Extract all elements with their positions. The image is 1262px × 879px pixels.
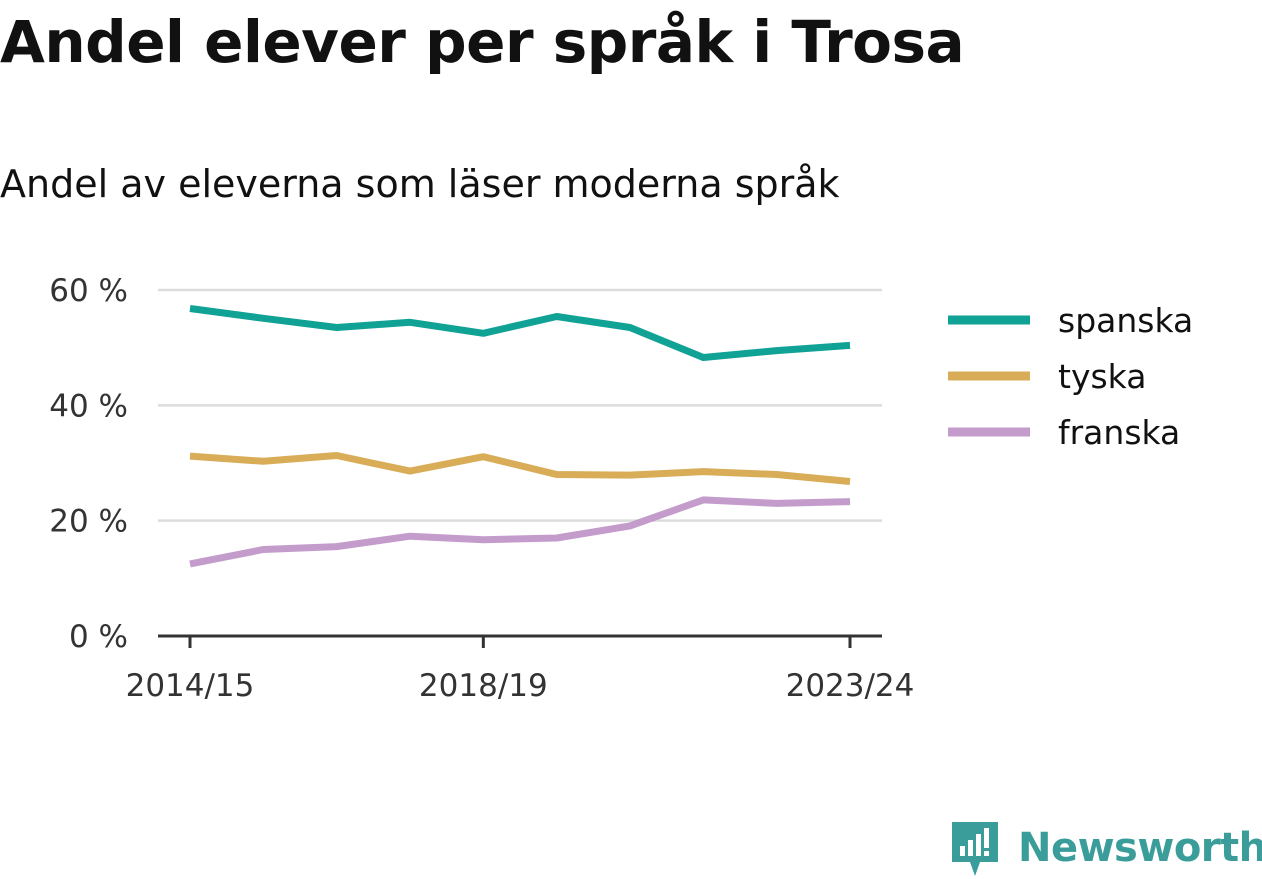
legend-label-spanska: spanska	[1058, 301, 1193, 340]
y-tick-label: 0 %	[69, 619, 128, 655]
legend-label-tyska: tyska	[1058, 357, 1146, 396]
legend-label-franska: franska	[1058, 413, 1180, 452]
brand-name: Newsworthy	[1018, 825, 1262, 871]
legend: spanska tyska franska	[948, 301, 1193, 452]
line-chart: 0 % 20 % 40 % 60 % 2014/15 2018/19 2023/24 spa…	[49, 273, 1193, 704]
x-tick-label: 2018/19	[419, 668, 548, 704]
axes: 0 % 20 % 40 % 60 % 2014/15 2018/19 2023/24	[49, 273, 914, 704]
series-lines	[189, 305, 851, 568]
y-tick-label: 60 %	[49, 273, 128, 309]
series-line-franska	[189, 496, 851, 568]
newsworthy-logo: Newsworthy	[950, 818, 1262, 878]
series-line-tyska	[189, 452, 851, 485]
series-line-spanska	[189, 305, 851, 361]
y-tick-label: 20 %	[49, 504, 128, 540]
grid-lines	[158, 288, 882, 522]
x-tick-label: 2023/24	[786, 668, 915, 704]
chart-bubble-icon	[952, 822, 998, 876]
chart-subtitle: Andel av eleverna som läser moderna språ…	[0, 162, 840, 206]
chart-title: Andel elever per språk i Trosa	[0, 8, 965, 76]
x-tick-label: 2014/15	[126, 668, 255, 704]
y-tick-label: 40 %	[49, 388, 128, 424]
